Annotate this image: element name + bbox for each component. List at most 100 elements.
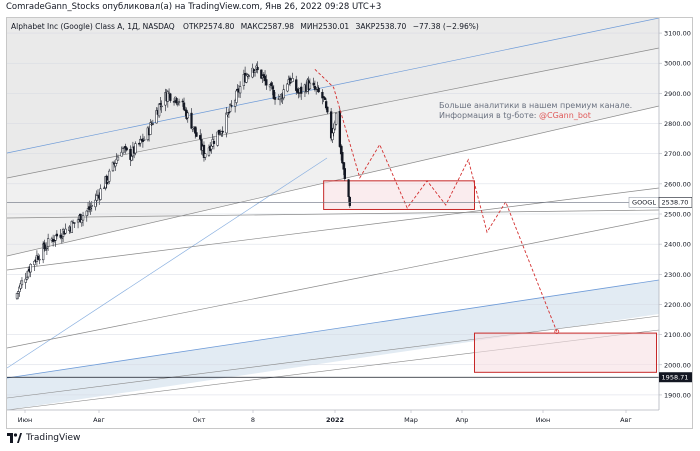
candle-body (339, 145, 343, 155)
candle-body (308, 82, 312, 90)
published-line: ComradeGann_Stocks опубликовал(а) на Tra… (6, 2, 382, 12)
y-tick-label: 3100.00 (664, 30, 691, 38)
candle-body (273, 97, 277, 100)
candle-body (195, 132, 198, 137)
candle-body (321, 91, 324, 99)
y-tick-label: 2400.00 (664, 241, 691, 249)
candle-body (166, 91, 169, 102)
chart-frame[interactable]: Alphabet Inc (Google) Class A, 1Д, NASDA… (6, 17, 693, 429)
candle-body (60, 237, 64, 239)
candle-body (19, 283, 22, 289)
candle-body (114, 163, 117, 167)
candle-body (331, 132, 334, 141)
candle-body (282, 89, 285, 99)
projection-line (314, 68, 558, 332)
promo-line-1: Больше аналитики в нашем премиум канале. (439, 101, 632, 110)
candle-body (329, 111, 333, 139)
time-axis-ticks: Июн Авг Окт 8 2022 Мар Апр Июн Авг (18, 410, 632, 424)
candle-body (202, 144, 206, 158)
candle-body (177, 101, 181, 103)
candle-body (89, 207, 92, 210)
candle-body (332, 127, 335, 134)
price-axis[interactable] (659, 18, 692, 410)
candles (15, 61, 351, 300)
projection-path (314, 68, 560, 335)
price-axis-ticks: 3100.00 3000.00 2900.00 2800.00 2700.00 2600.… (659, 30, 691, 399)
candle-body (155, 110, 158, 124)
candle-body (326, 106, 329, 113)
candle-body (210, 145, 213, 150)
candle-body (312, 82, 315, 86)
candle-body (229, 104, 232, 112)
candle-body (121, 148, 125, 154)
legend-symbol: Alphabet Inc (Google) Class A, 1Д, NASDA… (11, 22, 479, 31)
candle-body (272, 89, 275, 99)
candle-body (317, 87, 320, 93)
candle-body (175, 98, 178, 104)
target-box (323, 180, 475, 210)
candle-body (295, 79, 298, 91)
x-tick-label: Авг (93, 416, 105, 424)
candle-body (125, 147, 128, 151)
candle-body (20, 280, 24, 286)
y-tick-label: 2100.00 (664, 331, 691, 339)
price-chart[interactable]: Alphabet Inc (Google) Class A, 1Д, NASDA… (6, 17, 693, 428)
time-axis[interactable] (7, 410, 659, 428)
x-tick-label: Июн (18, 416, 33, 424)
promo-handle: @CGann_bot (539, 111, 591, 120)
candle-body (333, 122, 337, 130)
candle-body (341, 152, 344, 164)
svg-text:2538.70: 2538.70 (662, 199, 689, 207)
candle-body (186, 112, 189, 119)
candle-body (59, 234, 62, 238)
x-tick-label: 8 (251, 416, 255, 424)
gray-trendline (6, 315, 660, 399)
middle-channel-band (7, 48, 659, 256)
x-tick-label: Мар (404, 416, 418, 424)
candle-body (120, 151, 123, 157)
candle-body (129, 148, 132, 160)
candle-body (17, 291, 20, 294)
candle-body (137, 143, 141, 145)
candle-body (116, 156, 120, 161)
candle-body (226, 112, 229, 115)
candle-body (253, 70, 257, 73)
candle-body (123, 147, 126, 150)
y-tick-label: 2800.00 (664, 120, 691, 128)
candle-body (199, 135, 202, 140)
candle-body (134, 143, 137, 154)
candle-body (27, 270, 30, 278)
symbol-badge: GOOGL (628, 197, 660, 208)
candle-body (24, 278, 27, 283)
y-tick-label: 2300.00 (664, 271, 691, 279)
candle-body (111, 161, 115, 172)
candle-body (230, 105, 233, 107)
candle-body (37, 256, 40, 260)
candle-body (217, 129, 221, 135)
y-tick-label: 2700.00 (664, 150, 691, 158)
candle-body (221, 130, 224, 133)
candle-body (245, 74, 248, 83)
candle-body (64, 228, 67, 234)
candle-body (95, 195, 98, 201)
candle-body (108, 170, 111, 182)
candle-body (291, 78, 294, 82)
candle-body (300, 86, 303, 94)
candle-body (115, 158, 118, 164)
candle-body (70, 221, 73, 233)
candle-body (167, 92, 171, 94)
tradingview-logo-icon (7, 433, 22, 443)
hline-price-badge: 1958.71 (659, 372, 692, 383)
blue-trendline (6, 17, 660, 154)
candle-body (176, 103, 179, 105)
footer-brand: TradingView (26, 433, 81, 443)
candle-body (94, 199, 97, 208)
candle-body (323, 97, 327, 100)
candle-body (347, 179, 350, 197)
candle-body (55, 233, 59, 237)
candle-body (15, 293, 19, 299)
candle-body (296, 88, 299, 93)
candle-body (80, 219, 83, 224)
candle-body (44, 249, 47, 251)
blue-trendline (6, 279, 660, 379)
